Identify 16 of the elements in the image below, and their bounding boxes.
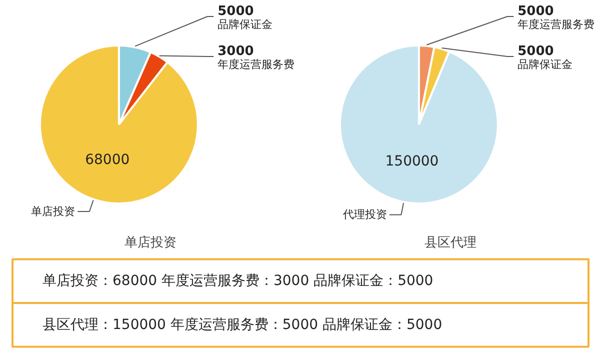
data-label: 3000: [218, 44, 254, 59]
text: 县区代理: [424, 236, 476, 250]
data-label: 5000: [218, 4, 254, 19]
slice-label: 年度运营服务费: [218, 58, 295, 72]
data-label: 5000: [518, 44, 554, 59]
slice-label: 代理投资: [342, 208, 387, 222]
data-label: 150000: [385, 153, 439, 170]
text: 县区代理：150000 年度运营服务费：5000 品牌保证金：5000: [42, 316, 442, 333]
text: 单店投资: [124, 234, 176, 250]
text: 单店投资：68000 年度运营服务费：3000 品牌保证金：5000: [42, 273, 434, 290]
slice-label: 年度运营服务费: [518, 18, 595, 32]
slice-label: 品牌保证金: [218, 18, 273, 32]
slice-label: 单店投资: [31, 205, 76, 218]
slice-label: 品牌保证金: [518, 58, 573, 72]
data-label: 68000: [85, 152, 130, 168]
data-label: 5000: [518, 4, 554, 19]
